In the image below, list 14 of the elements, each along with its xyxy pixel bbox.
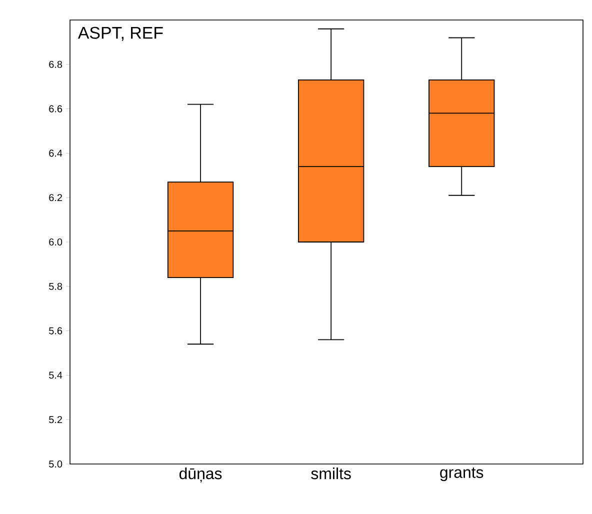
y-tick-label: 5.8 (49, 282, 62, 290)
y-tick-label: 6.6 (49, 105, 62, 112)
x-tick-label: dūņas (179, 468, 222, 482)
chart-title: ASPT, REF (78, 26, 163, 41)
x-tick-label: grants (440, 468, 484, 482)
y-tick-label: 6.2 (49, 194, 62, 202)
x-tick-label: smilts (311, 468, 351, 480)
y-tick-label: 6.0 (49, 238, 62, 246)
y-tick-label: 6.4 (49, 150, 62, 157)
y-tick-label: 6.8 (49, 60, 62, 68)
y-tick-label: 5.4 (49, 372, 62, 379)
y-tick-label: 5.6 (49, 327, 62, 334)
y-tick-label: 5.2 (49, 416, 62, 424)
y-tick-label: 5.0 (49, 460, 62, 468)
